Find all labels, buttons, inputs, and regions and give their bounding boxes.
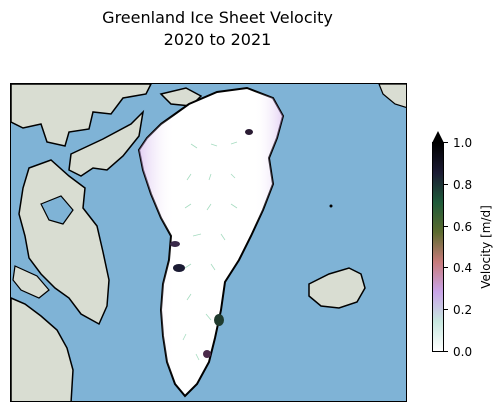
- outlet-glacier-southeast: [203, 350, 211, 358]
- greenland-margin-velocity: [139, 88, 283, 396]
- outlet-glacier-jakobshavn: [173, 264, 185, 272]
- iceland: [308, 267, 366, 309]
- colorbar-tick-label: 0.8: [453, 178, 473, 192]
- colorbar-tick-label: 0.2: [453, 303, 473, 317]
- jan-mayen: [329, 204, 333, 208]
- baffin-island: [18, 159, 110, 326]
- colorbar-tick: [444, 226, 448, 227]
- outlet-glacier-helheim: [214, 314, 224, 326]
- colorbar-tick-label: 0.6: [453, 220, 473, 234]
- colorbar-tick-label: 0.0: [453, 345, 473, 359]
- colorbar: [432, 142, 444, 352]
- southern-baffin: [12, 265, 50, 299]
- outlet-glacier-west: [170, 241, 180, 247]
- colorbar-tick: [444, 267, 448, 268]
- map-panel: [10, 83, 407, 402]
- canadian-arctic-islands: [11, 84, 152, 147]
- colorbar-extend-arrow: [432, 131, 444, 143]
- colorbar-tick: [444, 142, 448, 143]
- colorbar-tick: [444, 184, 448, 185]
- labrador-peninsula: [11, 297, 74, 401]
- map-svg: [11, 84, 406, 401]
- svalbard: [378, 84, 406, 109]
- colorbar-tick-label: 0.4: [453, 261, 473, 275]
- colorbar-tick: [444, 351, 448, 352]
- ellesmere-island: [68, 109, 145, 177]
- baffin-inlet: [40, 195, 74, 225]
- velocity-quiver-field: [182, 141, 238, 361]
- figure-subtitle: 2020 to 2021: [163, 30, 272, 49]
- colorbar-tick-label: 1.0: [453, 136, 473, 150]
- colorbar-tick: [444, 309, 448, 310]
- figure-title: Greenland Ice Sheet Velocity: [102, 8, 333, 27]
- colorbar-label: Velocity [m/d]: [479, 205, 493, 289]
- outlet-glacier-northeast: [245, 129, 253, 135]
